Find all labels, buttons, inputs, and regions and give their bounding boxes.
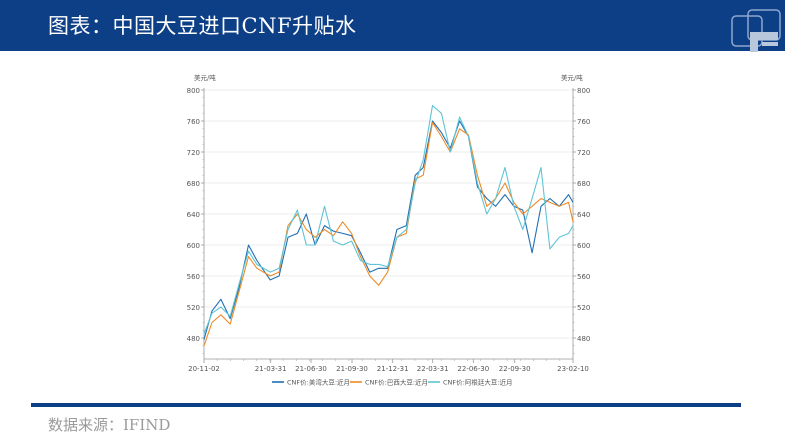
data-lines — [203, 104, 574, 346]
x-tick-label: 20-11-02 — [188, 365, 220, 373]
y-tick-left: 680 — [187, 180, 200, 188]
y-tick-right: 640 — [577, 211, 590, 219]
legend: CNF价:美湾大豆:近月 CNF价:巴西大豆:近月 CNF价:阿根廷大豆:近月 — [272, 378, 513, 387]
x-tick-label: 21-03-31 — [255, 365, 287, 373]
y-tick-left: 760 — [187, 118, 200, 126]
x-tick-label: 22-06-30 — [457, 365, 489, 373]
legend-label: CNF价:巴西大豆:近月 — [365, 378, 428, 387]
footer-divider — [31, 403, 741, 407]
x-tick-label: 21-06-30 — [295, 365, 327, 373]
cnf-premium-chart: 480 480 520 520 560 560 600 600 640 640 680 680 720 7… — [180, 68, 600, 398]
x-tick-label: 21-09-30 — [336, 365, 368, 373]
y-tick-right: 800 — [577, 87, 590, 95]
y-tick-left: 480 — [187, 335, 200, 343]
y-tick-right: 760 — [577, 118, 590, 126]
y-tick-right: 680 — [577, 180, 590, 188]
y-tick-right: 600 — [577, 242, 590, 250]
legend-label: CNF价:美湾大豆:近月 — [287, 378, 350, 387]
line-chart: 480 480 520 520 560 560 600 600 640 640 680 680 720 7… — [187, 73, 591, 387]
y-tick-left: 560 — [187, 273, 200, 281]
legend-label: CNF价:阿根廷大豆:近月 — [443, 378, 513, 387]
data-source-label: 数据来源：IFIND — [48, 416, 171, 434]
x-tick-label: 22-03-31 — [417, 365, 449, 373]
x-tick-label: 22-09-30 — [499, 365, 531, 373]
gridlines — [204, 89, 573, 339]
y-tick-right: 560 — [577, 273, 590, 281]
axes: 480 480 520 520 560 560 600 600 640 640 680 680 720 7… — [187, 73, 591, 373]
page-title: 图表：中国大豆进口CNF升贴水 — [48, 14, 357, 38]
x-tick-label: 23-02-10 — [557, 365, 589, 373]
y-tick-right: 520 — [577, 304, 590, 312]
series-line-1 — [203, 121, 574, 346]
y-tick-right: 480 — [577, 335, 590, 343]
y-axis-right-unit: 美元/吨 — [561, 73, 583, 82]
y-tick-left: 800 — [187, 87, 200, 95]
y-tick-left: 520 — [187, 304, 200, 312]
company-logo-icon — [731, 9, 781, 52]
title-bar: 图表：中国大豆进口CNF升贴水 — [0, 0, 785, 52]
y-tick-left: 600 — [187, 242, 200, 250]
y-tick-right: 720 — [577, 149, 590, 157]
y-tick-left: 720 — [187, 149, 200, 157]
series-line-0 — [203, 120, 574, 340]
x-tick-label: 21-12-31 — [377, 365, 409, 373]
series-line-2 — [203, 104, 574, 335]
y-axis-left-unit: 美元/吨 — [194, 73, 216, 82]
y-tick-left: 640 — [187, 211, 200, 219]
